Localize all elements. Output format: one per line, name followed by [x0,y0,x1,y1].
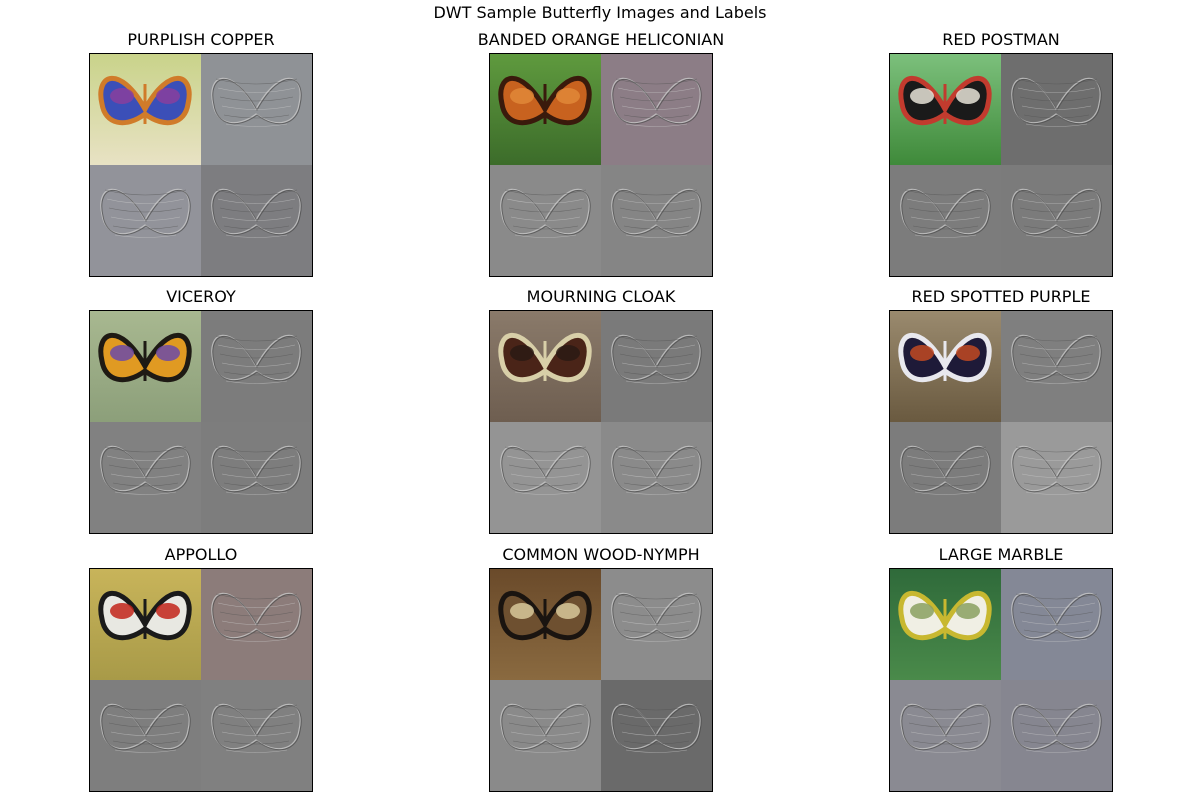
dwt-image [889,568,1113,792]
butterfly-thumbnail [490,569,601,680]
dwt-image [489,568,713,792]
panel-label: MOURNING CLOAK [526,287,676,306]
butterfly-thumbnail [890,569,1001,680]
diagonal-detail-subband [201,680,312,791]
diagonal-detail-subband [1001,680,1112,791]
detail-coefficients [90,422,201,533]
vertical-detail-subband [890,165,1001,276]
detail-coefficients [601,680,712,791]
dwt-image [89,568,313,792]
detail-coefficients [1001,54,1112,165]
vertical-detail-subband [490,422,601,533]
panel-label: VICEROY [166,287,236,306]
detail-coefficients [90,165,201,276]
diagonal-detail-subband [601,422,712,533]
approximation-subband [890,54,1001,165]
horizontal-detail-subband [201,311,312,422]
vertical-detail-subband [90,422,201,533]
diagonal-detail-subband [601,165,712,276]
dwt-image [489,310,713,534]
panel-label: LARGE MARBLE [938,545,1064,564]
dwt-image [889,310,1113,534]
diagonal-detail-subband [601,680,712,791]
detail-coefficients [201,569,312,680]
horizontal-detail-subband [201,54,312,165]
horizontal-detail-subband [1001,311,1112,422]
detail-coefficients [490,422,601,533]
detail-coefficients [490,165,601,276]
panel-label: RED POSTMAN [942,30,1060,49]
panel-label: RED SPOTTED PURPLE [911,287,1091,306]
detail-coefficients [90,680,201,791]
horizontal-detail-subband [601,54,712,165]
vertical-detail-subband [490,165,601,276]
diagonal-detail-subband [201,165,312,276]
approximation-subband [90,569,201,680]
detail-coefficients [601,311,712,422]
approximation-subband [90,311,201,422]
detail-coefficients [201,422,312,533]
butterfly-thumbnail [90,54,201,165]
panel-label: COMMON WOOD-NYMPH [502,545,700,564]
detail-coefficients [601,165,712,276]
diagonal-detail-subband [201,422,312,533]
detail-coefficients [601,54,712,165]
horizontal-detail-subband [601,569,712,680]
butterfly-thumbnail [90,311,201,422]
horizontal-detail-subband [1001,569,1112,680]
detail-coefficients [201,54,312,165]
detail-coefficients [890,680,1001,791]
diagonal-detail-subband [1001,422,1112,533]
butterfly-thumbnail [890,54,1001,165]
panel-label: PURPLISH COPPER [127,30,275,49]
approximation-subband [890,311,1001,422]
detail-coefficients [890,165,1001,276]
detail-coefficients [490,680,601,791]
detail-coefficients [890,422,1001,533]
dwt-image [489,53,713,277]
butterfly-thumbnail [490,311,601,422]
approximation-subband [490,569,601,680]
butterfly-thumbnail [90,569,201,680]
horizontal-detail-subband [601,311,712,422]
vertical-detail-subband [890,680,1001,791]
horizontal-detail-subband [1001,54,1112,165]
detail-coefficients [1001,569,1112,680]
approximation-subband [490,311,601,422]
approximation-subband [890,569,1001,680]
detail-coefficients [201,311,312,422]
detail-coefficients [201,680,312,791]
detail-coefficients [601,569,712,680]
detail-coefficients [601,422,712,533]
vertical-detail-subband [490,680,601,791]
vertical-detail-subband [90,165,201,276]
approximation-subband [490,54,601,165]
figure-title: DWT Sample Butterfly Images and Labels [433,3,767,22]
horizontal-detail-subband [201,569,312,680]
vertical-detail-subband [90,680,201,791]
diagonal-detail-subband [1001,165,1112,276]
detail-coefficients [1001,680,1112,791]
detail-coefficients [1001,311,1112,422]
butterfly-thumbnail [490,54,601,165]
panel-label: APPOLLO [164,545,238,564]
dwt-image [89,310,313,534]
dwt-image [89,53,313,277]
detail-coefficients [1001,165,1112,276]
panel-label: BANDED ORANGE HELICONIAN [477,30,725,49]
detail-coefficients [201,165,312,276]
dwt-image [889,53,1113,277]
approximation-subband [90,54,201,165]
vertical-detail-subband [890,422,1001,533]
detail-coefficients [1001,422,1112,533]
butterfly-thumbnail [890,311,1001,422]
